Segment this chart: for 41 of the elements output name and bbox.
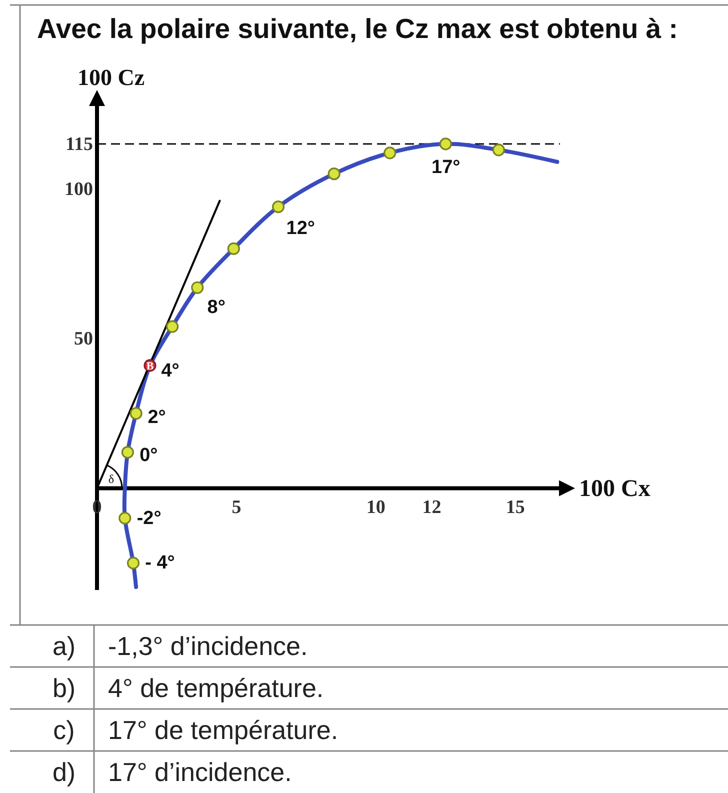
text: 17° d’incidence.	[108, 757, 292, 787]
point	[384, 146, 396, 160]
y-axis-title: 100 Cz	[77, 65, 145, 90]
text: 17° de température.	[108, 715, 338, 745]
text: d)	[52, 757, 76, 787]
x-tick-label: 15	[506, 497, 525, 518]
annotation: -2°	[136, 508, 162, 530]
annotation: 2°	[148, 406, 166, 428]
point	[130, 407, 142, 420]
text: -1,3° d’incidence.	[108, 631, 308, 661]
point	[492, 144, 505, 156]
point	[227, 242, 240, 256]
chart-title: Avec la polaire suivante, le Cz max est obtenu à :	[37, 13, 678, 44]
annotation: - 4°	[145, 552, 175, 574]
text: 4° de température.	[108, 673, 324, 703]
y-tick-label: 50	[74, 328, 93, 350]
x-tick-label: 5	[232, 497, 242, 518]
point	[191, 281, 204, 294]
point	[126, 556, 140, 570]
text: c)	[53, 715, 75, 745]
x-tick-label: 0	[92, 497, 102, 518]
y-tick-label: 115	[66, 134, 93, 155]
annotation: B	[146, 360, 154, 372]
point	[166, 320, 179, 333]
annotation: δ	[108, 472, 114, 486]
x-tick-label: 10	[366, 497, 386, 518]
point	[439, 138, 452, 150]
text: a)	[52, 631, 76, 661]
point	[118, 512, 132, 524]
annotation: 12°	[286, 218, 316, 239]
x-axis-title: 100 Cx	[579, 476, 650, 502]
point	[328, 168, 340, 180]
annotation: 8°	[207, 296, 226, 318]
text: b)	[52, 673, 76, 703]
x-tick-label: 12	[422, 497, 442, 518]
annotation: 17°	[432, 156, 460, 178]
annotation: 4°	[161, 360, 180, 382]
y-tick-label: 100	[64, 178, 93, 200]
point	[121, 446, 134, 459]
point	[272, 200, 285, 214]
annotation: 0°	[140, 444, 158, 466]
